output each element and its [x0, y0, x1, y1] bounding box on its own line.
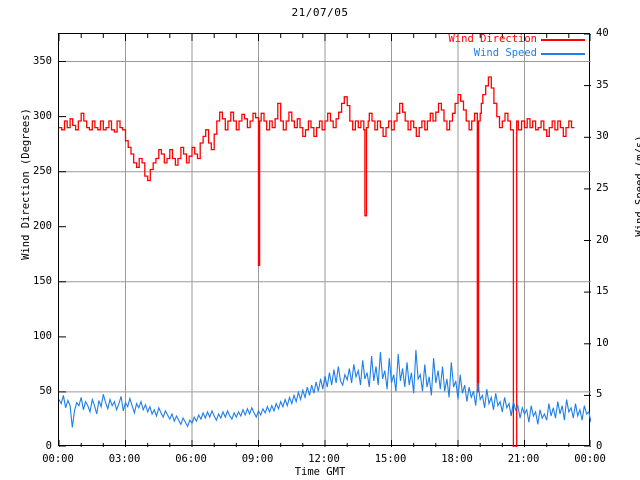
series-path-1 — [59, 349, 591, 428]
legend-label: Wind Speed — [473, 47, 537, 59]
y-tick-right: 20 — [596, 233, 609, 246]
x-tick: 21:00 — [507, 453, 540, 465]
y-tick-left: 350 — [33, 54, 52, 67]
y-tick-right: 30 — [596, 130, 609, 143]
y-tick-right: 25 — [596, 181, 609, 194]
y-tick-left: 250 — [33, 164, 52, 177]
legend-item[interactable]: Wind Direction — [415, 33, 585, 47]
x-tick: 00:00 — [42, 453, 74, 465]
y-tick-left: 200 — [33, 219, 52, 232]
y-tick-left: 50 — [39, 384, 52, 397]
x-tick: 03:00 — [108, 453, 141, 465]
y-tick-right: 10 — [596, 336, 609, 349]
y-tick-left: 300 — [33, 109, 52, 122]
chart-legend: Wind Direction Wind Speed — [415, 33, 585, 61]
series-path-0 — [59, 76, 575, 447]
y-axis-right-label: Wind Speed (m/s) — [634, 135, 640, 237]
x-tick: 15:00 — [374, 453, 407, 465]
chart-title: 21/07/05 — [291, 6, 349, 19]
x-tick: 00:00 — [574, 453, 606, 465]
plot-area — [58, 33, 591, 447]
legend-label: Wind Direction — [448, 33, 537, 45]
y-tick-right: 0 — [596, 440, 603, 452]
y-axis-left-label: Wind Direction (Degrees) — [20, 108, 32, 260]
x-tick: 09:00 — [241, 453, 274, 465]
series-layer — [59, 76, 591, 447]
y-tick-left: 150 — [33, 274, 52, 287]
legend-swatch — [541, 53, 585, 55]
legend-item[interactable]: Wind Speed — [415, 47, 585, 61]
x-tick: 12:00 — [308, 453, 340, 465]
legend-swatch — [541, 39, 585, 41]
y-tick-right: 5 — [596, 388, 603, 401]
y-tick-left: 100 — [33, 329, 52, 342]
x-tick: 06:00 — [175, 453, 207, 465]
y-tick-right: 40 — [596, 27, 609, 39]
y-tick-left: 0 — [45, 440, 52, 452]
x-axis-label: Time GMT — [294, 466, 346, 478]
y-tick-right: 35 — [596, 78, 609, 91]
y-tick-right: 15 — [596, 285, 609, 298]
x-tick: 18:00 — [441, 453, 473, 465]
